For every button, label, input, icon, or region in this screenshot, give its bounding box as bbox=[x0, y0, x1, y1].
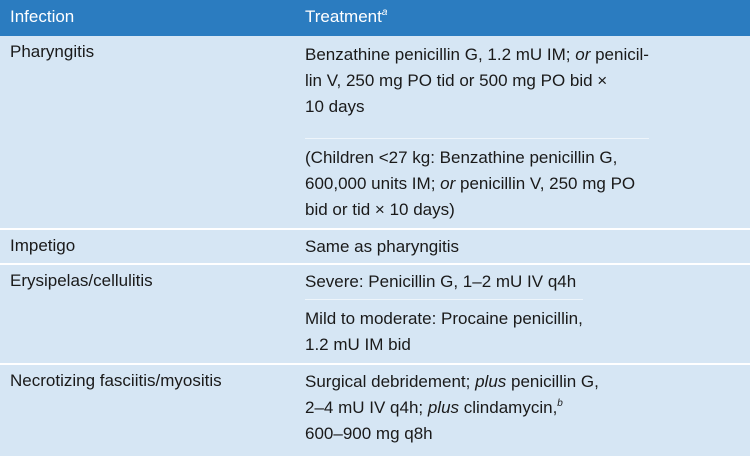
line: 1.2 mU IM bid bbox=[305, 332, 583, 358]
line: 2–4 mU IV q4h; plus clindamycin,b bbox=[305, 395, 599, 421]
line: lin V, 250 mg PO tid or 500 mg PO bid × bbox=[305, 68, 649, 94]
text: plus bbox=[475, 372, 507, 391]
text: penicil- bbox=[590, 45, 649, 64]
text: 600,000 units IM; bbox=[305, 174, 441, 193]
text: 1.2 mU IM bid bbox=[305, 335, 411, 354]
footnote-mark: a bbox=[381, 7, 388, 18]
paragraph: (Children <27 kg: Benzathine penicillin … bbox=[305, 138, 649, 223]
cell: Benzathine penicillin G, 1.2 mU IM; or p… bbox=[305, 42, 649, 223]
text: penicillin V, 250 mg PO bbox=[455, 174, 636, 193]
cell: Necrotizing fasciitis/myositis bbox=[10, 371, 222, 390]
line: Mild to moderate: Procaine penicillin, bbox=[305, 306, 583, 332]
paragraph: Benzathine penicillin G, 1.2 mU IM; or p… bbox=[305, 42, 649, 120]
text: 10 days bbox=[305, 97, 365, 116]
paragraph: Mild to moderate: Procaine penicillin, 1… bbox=[305, 299, 583, 358]
table-row: Impetigo Same as pharyngitis bbox=[0, 230, 750, 265]
cell: Same as pharyngitis bbox=[305, 234, 459, 260]
text: (Children <27 kg: Benzathine penicillin … bbox=[305, 148, 618, 167]
text: Surgical debridement; bbox=[305, 372, 476, 391]
cell: Surgical debridement; plus penicillin G,… bbox=[305, 369, 599, 447]
cell: Erysipelas/cellulitis bbox=[10, 271, 153, 290]
header-cell: Infection bbox=[10, 7, 75, 26]
text: Same as pharyngitis bbox=[305, 237, 460, 256]
text: or bbox=[440, 174, 456, 193]
table-row: Necrotizing fasciitis/myositis Surgical … bbox=[0, 365, 750, 456]
text: 2–4 mU IV q4h; bbox=[305, 398, 428, 417]
paragraph: Same as pharyngitis bbox=[305, 234, 459, 260]
cell: Pharyngitis bbox=[10, 42, 95, 61]
text: penicillin G, bbox=[506, 372, 599, 391]
text: 600–900 mg q8h bbox=[305, 424, 433, 443]
header-row: Infection Treatmenta bbox=[0, 0, 750, 36]
line: 600–900 mg q8h bbox=[305, 421, 599, 447]
line: Severe: Penicillin G, 1–2 mU IV q4h bbox=[305, 269, 583, 295]
text: Mild to moderate: Procaine penicillin, bbox=[305, 309, 583, 328]
line: Same as pharyngitis bbox=[305, 234, 459, 260]
line: 10 days bbox=[305, 94, 649, 120]
header-cell: Treatmenta bbox=[305, 7, 387, 27]
paragraph: Severe: Penicillin G, 1–2 mU IV q4h bbox=[305, 269, 583, 295]
text: or bbox=[575, 45, 591, 64]
text: Severe: Penicillin G, 1–2 mU IV q4h bbox=[305, 272, 577, 291]
table-row: Erysipelas/cellulitis Severe: Penicillin… bbox=[0, 265, 750, 365]
text: plus bbox=[427, 398, 460, 417]
paragraph: Surgical debridement; plus penicillin G,… bbox=[305, 369, 599, 447]
text: lin V, 250 mg PO tid or 500 mg PO bid × bbox=[305, 71, 608, 90]
line: bid or tid × 10 days) bbox=[305, 197, 649, 223]
cell: Impetigo bbox=[10, 236, 76, 255]
text: clindamycin, bbox=[459, 398, 558, 417]
header-text: Treatment bbox=[305, 7, 382, 26]
text: bid or tid × 10 days) bbox=[305, 200, 455, 219]
cell: Severe: Penicillin G, 1–2 mU IV q4h Mild… bbox=[305, 269, 583, 358]
line: (Children <27 kg: Benzathine penicillin … bbox=[305, 145, 649, 171]
footnote-mark: b bbox=[557, 398, 563, 409]
line: Surgical debridement; plus penicillin G, bbox=[305, 369, 599, 395]
table-row: Pharyngitis Benzathine penicillin G, 1.2… bbox=[0, 36, 750, 230]
line: Benzathine penicillin G, 1.2 mU IM; or p… bbox=[305, 42, 649, 68]
text: Benzathine penicillin G, 1.2 mU IM; bbox=[305, 45, 576, 64]
line: 600,000 units IM; or penicillin V, 250 m… bbox=[305, 171, 649, 197]
